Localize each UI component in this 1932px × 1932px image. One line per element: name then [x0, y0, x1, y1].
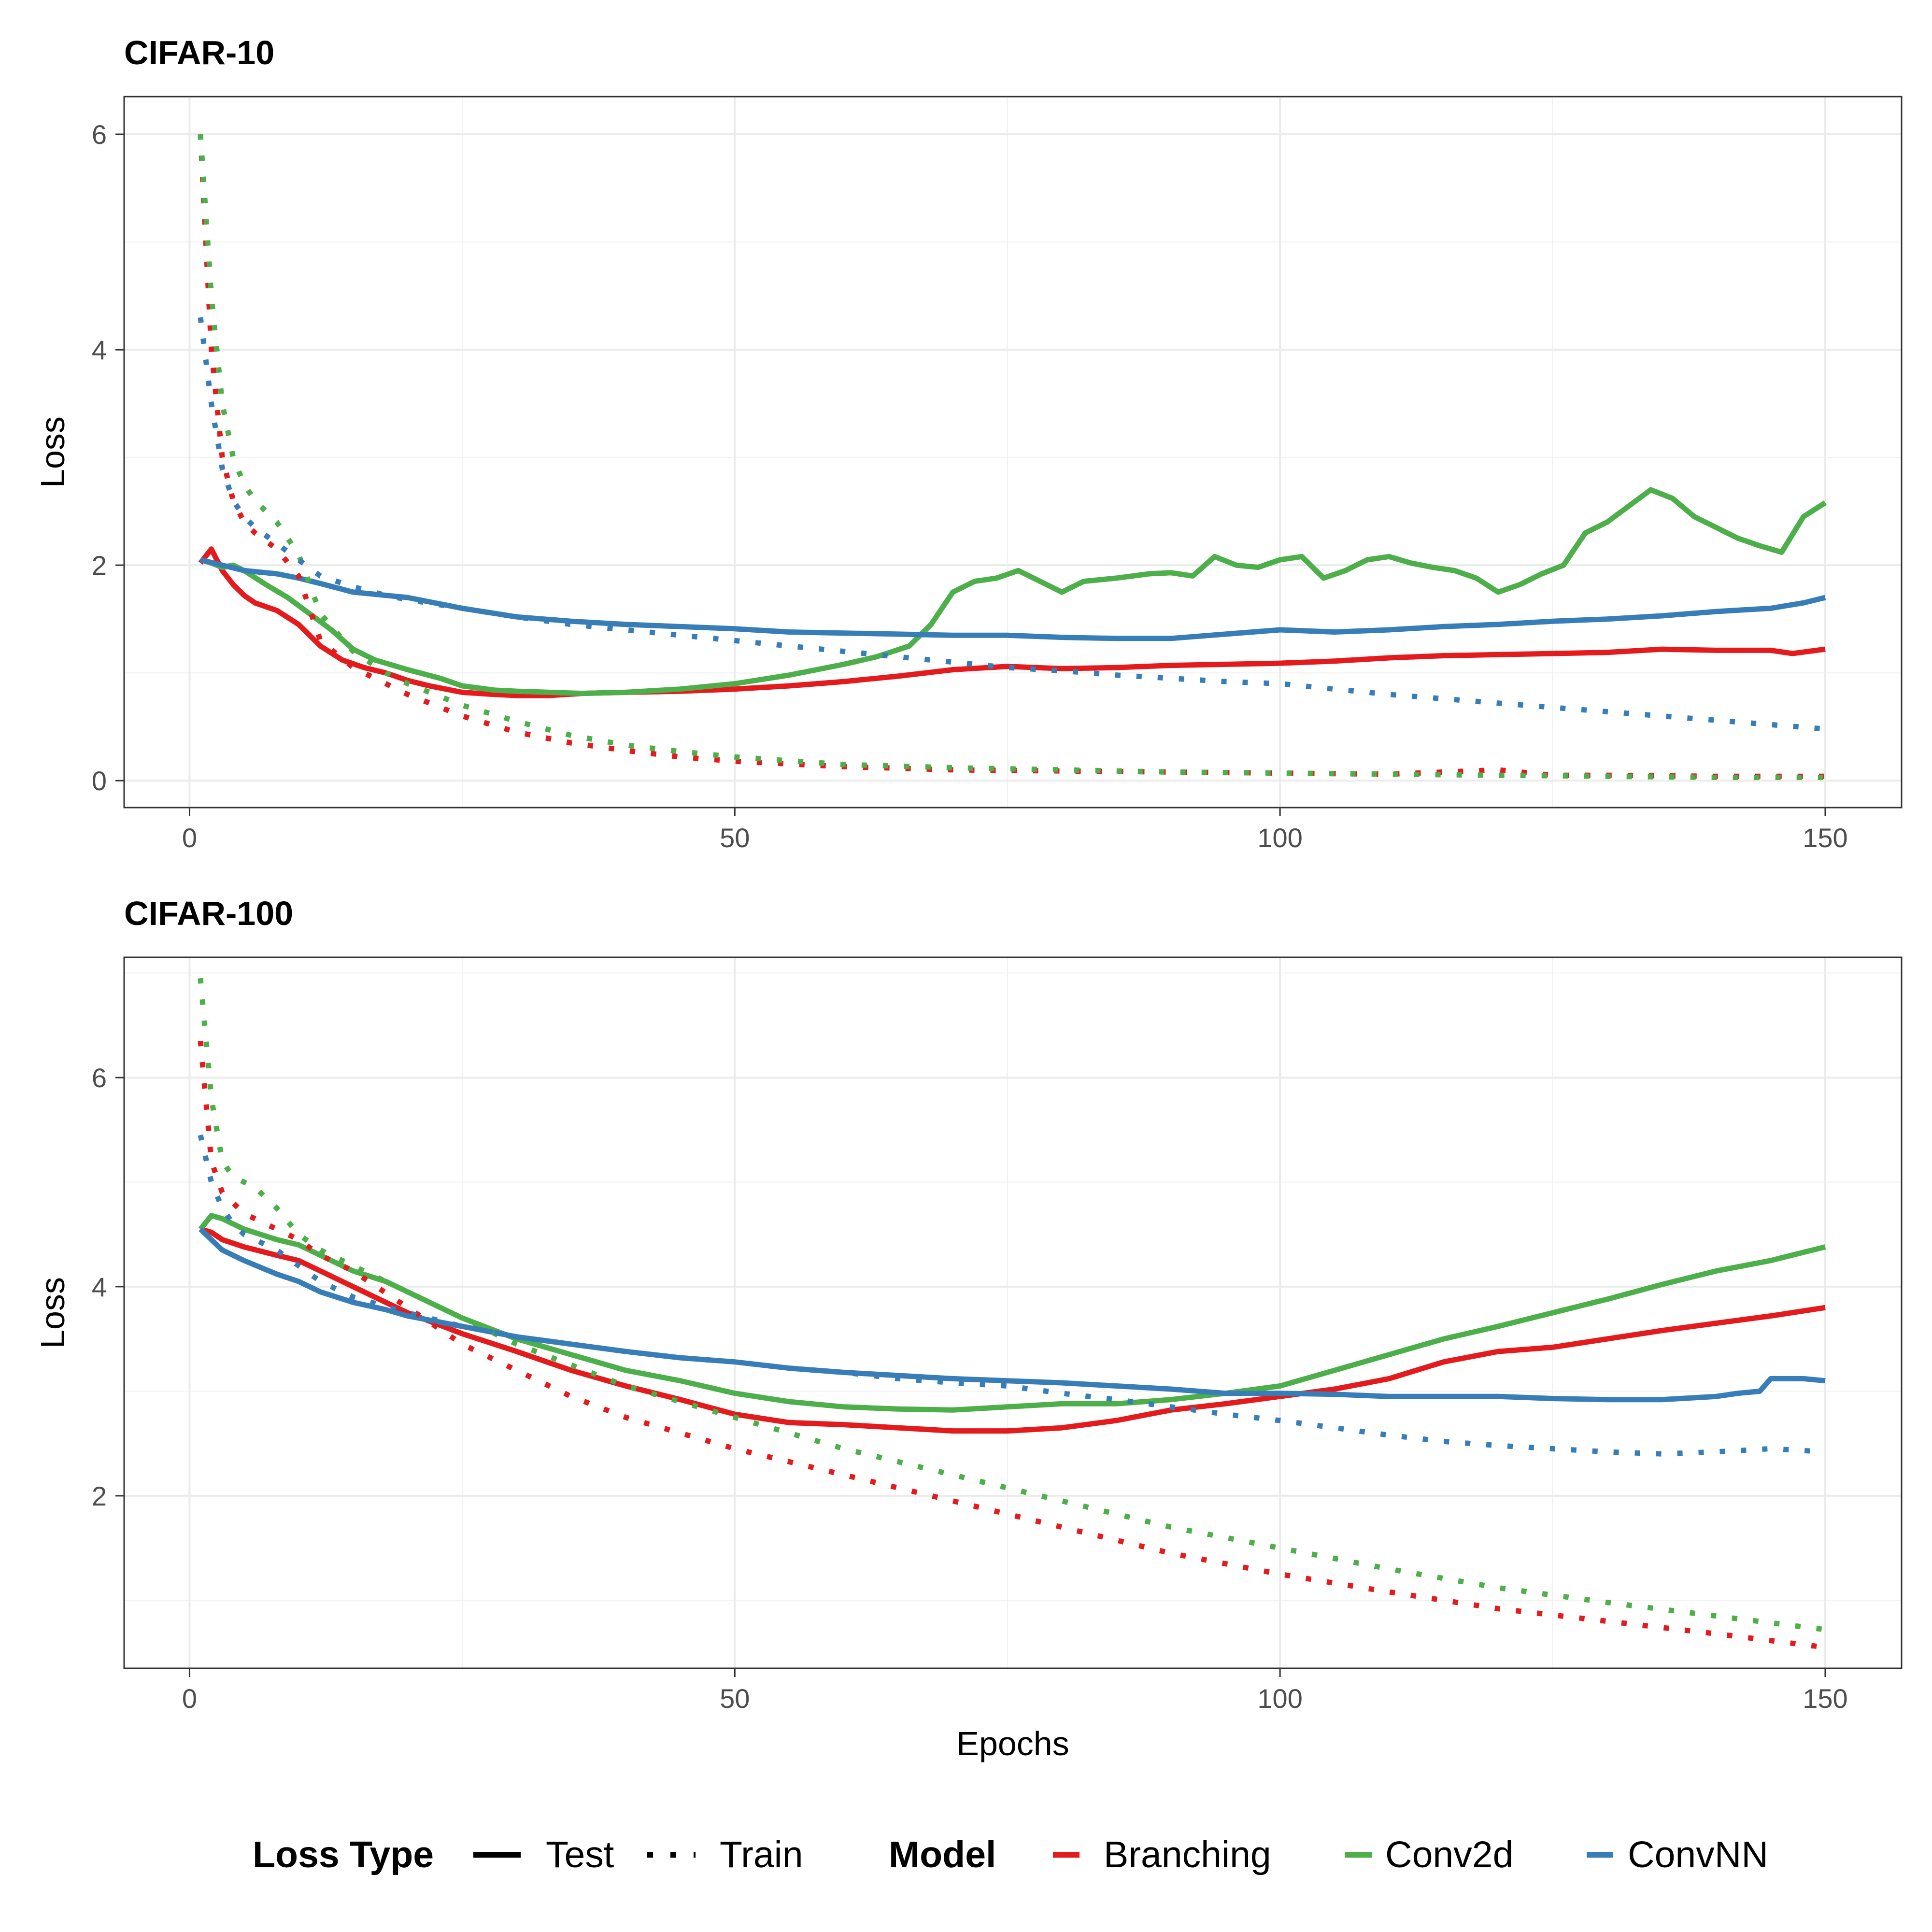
y-tick-label: 2 — [92, 1481, 107, 1511]
legend-label-train: Train — [720, 1834, 803, 1875]
legend-label-conv2d: Conv2d — [1385, 1834, 1513, 1875]
y-tick-label: 2 — [92, 550, 107, 581]
series-conv2d-test — [198, 1213, 1826, 1413]
series-conv2d-train — [198, 978, 1826, 1633]
series-branching-test — [198, 546, 1826, 698]
x-tick-label: 150 — [1803, 1683, 1847, 1714]
panel-cifar-10: CIFAR-10 0 50 100 150 0 2 4 6 Loss — [34, 34, 1903, 853]
y-tick-label: 6 — [92, 1063, 107, 1093]
panel-title: CIFAR-100 — [124, 895, 293, 932]
series-branching-train — [198, 1040, 1826, 1650]
y-tick-label: 6 — [92, 119, 107, 150]
y-tick-label: 4 — [92, 335, 107, 365]
panel-cifar-100: CIFAR-100 0 50 100 150 2 4 6 Loss Epochs — [34, 895, 1903, 1762]
y-tick-label: 4 — [92, 1272, 107, 1302]
series-branching-train — [198, 134, 1825, 779]
legend-label-convnn: ConvNN — [1628, 1834, 1768, 1875]
x-axis-label: Epochs — [956, 1725, 1069, 1762]
x-tick-label: 50 — [720, 1683, 750, 1714]
x-tick-label: 0 — [182, 823, 197, 853]
series-branching-test — [199, 1226, 1826, 1434]
y-tick-label: 0 — [92, 766, 107, 796]
legend-label-test: Test — [546, 1834, 614, 1875]
panel-title: CIFAR-10 — [124, 34, 274, 71]
x-tick-label: 0 — [182, 1683, 197, 1714]
series-convnn-test — [199, 557, 1826, 641]
legend: Loss Type Test Train Model Branching Con… — [253, 1834, 1768, 1875]
panel-border — [123, 96, 1903, 809]
y-axis-label: Loss — [34, 1277, 71, 1349]
legend-label-branching: Branching — [1104, 1834, 1271, 1875]
panel-border — [123, 956, 1903, 1669]
legend-title-model: Model — [889, 1834, 996, 1875]
x-tick-label: 150 — [1803, 823, 1847, 853]
x-tick-label: 100 — [1257, 1683, 1302, 1714]
legend-title-loss-type: Loss Type — [253, 1834, 434, 1875]
series-conv2d-train — [198, 134, 1825, 781]
series-conv2d-test — [199, 487, 1827, 696]
x-tick-label: 100 — [1257, 823, 1302, 853]
y-axis-label: Loss — [34, 416, 71, 488]
series-convnn-train — [198, 317, 1826, 732]
x-tick-label: 50 — [720, 823, 750, 853]
series-convnn-test — [199, 1227, 1826, 1403]
